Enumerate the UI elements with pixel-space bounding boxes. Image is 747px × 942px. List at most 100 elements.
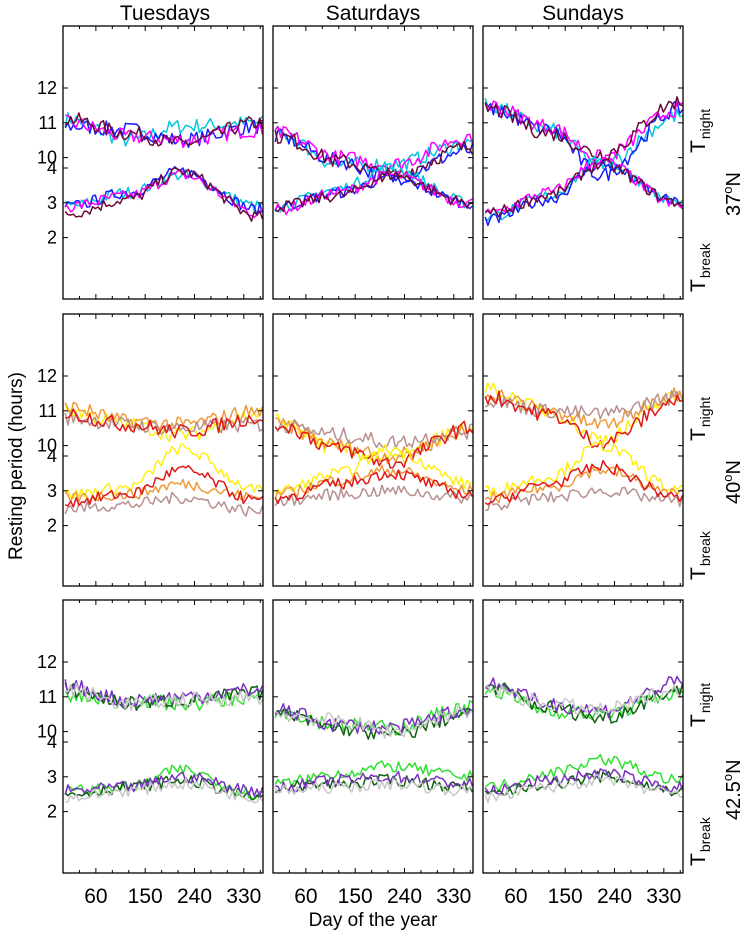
panel-1-tuesdays: 2 3 410 11 12 [37,25,264,300]
x-tick-label: 150 [128,885,163,908]
x-tick-label: 60 [84,885,107,908]
series-night-2 [274,707,473,740]
series-break-4 [274,469,473,505]
series-break-2 [274,773,473,794]
column-title-sundays: Sundays [542,2,624,25]
y-tick-label: 10 [37,722,57,742]
series-break-2 [484,466,683,504]
y-tick-label: 2 [47,228,57,248]
series-break-4 [274,169,473,213]
series-night-1 [64,689,263,711]
panel-frame [62,313,264,587]
series-night-1 [484,686,683,720]
latitude-label: 40oN [720,460,745,504]
y-tick-label: 10 [37,148,57,168]
label-t-night-sub: night [697,397,713,427]
latitude-hemisphere: N [723,460,745,474]
series-group [64,112,263,222]
panel-frame [62,25,264,300]
latitude-label: 42.5oN [720,759,745,820]
series-break-3 [484,768,683,795]
series-night-2 [64,682,263,712]
label-t-break-sub: break [697,242,713,278]
panel-frame [482,313,684,587]
series-night-3 [64,679,263,708]
label-t-break-sub: break [697,816,713,852]
label-t-night-sub: night [697,109,713,139]
latitude-number: 42.5 [723,781,745,820]
y-tick-label: 4 [47,732,57,752]
latitude-number: 40 [723,482,745,504]
y-tick-label: 4 [47,158,57,178]
series-group [274,413,473,507]
column-titles: Tuesdays Saturdays Sundays [120,2,624,25]
column-title-saturdays: Saturdays [326,2,421,25]
series-break-1 [484,441,683,497]
y-tick-label: 12 [37,652,57,672]
y-tick-label: 2 [47,802,57,822]
series-night-4 [274,704,473,739]
label-t-night-main: T [687,140,710,153]
x-tick-label: 60 [504,885,527,908]
latitude-number: 37 [723,194,745,216]
series-night-2 [274,128,473,186]
y-tick-label: 12 [37,78,57,98]
series-group [484,675,683,804]
label-t-night: Tnight [687,683,713,727]
label-t-break: Tbreak [687,816,713,866]
series-break-3 [485,486,683,512]
series-night-1 [484,382,683,446]
series-night-3 [484,100,683,165]
x-tick-label: 330 [436,885,471,908]
x-axis-label: Day of the year [309,910,439,931]
series-break-3 [64,771,263,798]
series-break-3 [274,484,473,507]
series-group [274,125,473,216]
label-t-break-main: T [687,279,710,292]
x-tick-label: 60 [294,885,317,908]
panel-2-saturdays [272,313,474,587]
y-tick-label: 4 [47,446,57,466]
series-night-4 [65,682,263,711]
series-night-4 [274,420,473,469]
series-group [64,679,263,804]
series-break-4 [484,459,683,506]
label-t-night-main: T [687,714,710,727]
y-tick-label: 2 [47,516,57,536]
latitude-degree: o [720,774,735,781]
panel-frame [482,25,684,300]
x-tick-label: 150 [338,885,373,908]
label-t-night-main: T [687,428,710,441]
series-break-2 [484,770,683,797]
series-night-4 [64,112,263,147]
series-night-3 [484,390,683,420]
series-break-1 [274,444,473,495]
panel-1-sundays [482,25,684,300]
latitude-degree: o [720,475,735,482]
series-night-3 [485,675,683,719]
y-tick-label: 11 [38,401,57,421]
panel-frame [272,313,474,587]
series-break-3 [64,491,263,517]
latitude-hemisphere: N [723,172,745,186]
y-tick-label: 12 [37,366,57,386]
row-label-2: Tnight Tbreak 40oN [687,397,745,580]
panel-3-saturdays [272,599,474,874]
latitude-degree: o [720,187,735,194]
series-break-4 [484,773,683,804]
y-tick-label: 10 [37,436,57,456]
x-tick-label: 240 [177,885,212,908]
panel-frame [272,25,474,300]
x-tick-label: 150 [548,885,583,908]
series-night-3 [274,418,473,450]
row-labels: TnightTbreak37oNTnightTbreak40oNTnightTb… [687,109,745,866]
label-t-break: Tbreak [687,530,713,580]
series-break-1 [274,760,473,788]
latitude-hemisphere: N [723,759,745,773]
series-night-2 [484,682,683,724]
label-t-break-main: T [687,853,710,866]
label-t-night: Tnight [687,109,713,153]
